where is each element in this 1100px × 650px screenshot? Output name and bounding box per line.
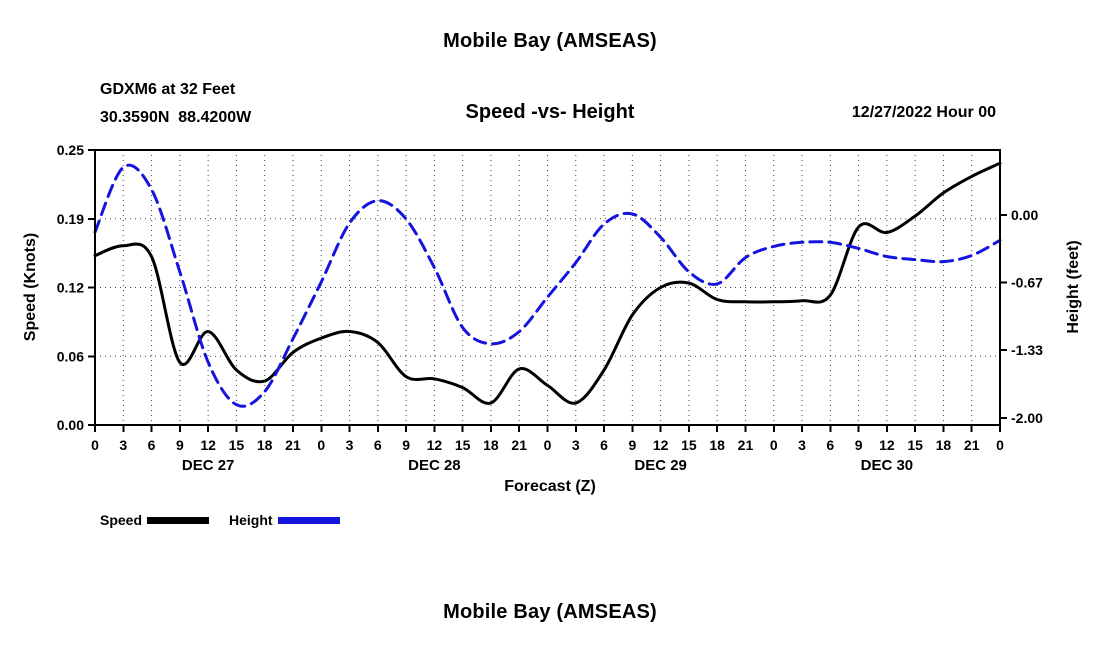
legend-speed-swatch bbox=[147, 516, 210, 524]
x-axis-tick-label: 18 bbox=[257, 437, 273, 453]
left-axis-tick-label: 0.12 bbox=[57, 280, 84, 296]
x-axis-day-label: DEC 28 bbox=[408, 457, 461, 474]
x-axis-tick-label: 0 bbox=[996, 437, 1004, 453]
x-axis-tick-label: 6 bbox=[374, 437, 382, 453]
x-axis-tick-label: 15 bbox=[229, 437, 245, 453]
x-axis-tick-label: 6 bbox=[600, 437, 608, 453]
x-axis-tick-label: 15 bbox=[681, 437, 697, 453]
legend: Speed Height bbox=[100, 512, 340, 528]
x-axis-tick-label: 0 bbox=[91, 437, 99, 453]
x-axis-tick-label: 9 bbox=[628, 437, 636, 453]
x-axis-tick-label: 0 bbox=[317, 437, 325, 453]
x-axis-tick-label: 21 bbox=[285, 437, 301, 453]
x-axis-tick-label: 12 bbox=[200, 437, 216, 453]
chart-title-bottom: Mobile Bay (AMSEAS) bbox=[443, 601, 657, 623]
x-axis-tick-label: 15 bbox=[455, 437, 471, 453]
speed-curve bbox=[93, 161, 1002, 405]
station-coordinates: 30.3590N 88.4200W bbox=[100, 109, 252, 126]
legend-speed-label: Speed bbox=[100, 512, 143, 528]
x-axis-tick-label: 9 bbox=[402, 437, 410, 453]
chart-title-top: Mobile Bay (AMSEAS) bbox=[443, 30, 657, 52]
x-axis-tick-label: 9 bbox=[855, 437, 863, 453]
x-axis-tick-label: 18 bbox=[936, 437, 952, 453]
left-axis-tick-label: 0.19 bbox=[57, 211, 84, 227]
x-axis-tick-label: 3 bbox=[119, 437, 127, 453]
station-info: GDXM6 at 32 Feet 30.3590N 88.4200W bbox=[100, 76, 251, 132]
legend-height-swatch bbox=[277, 516, 340, 524]
right-axis-tick-label: -2.00 bbox=[1011, 410, 1043, 426]
x-axis-tick-label: 6 bbox=[826, 437, 834, 453]
x-axis-tick-label: 12 bbox=[427, 437, 443, 453]
x-axis-tick-label: 9 bbox=[176, 437, 184, 453]
x-axis-title: Forecast (Z) bbox=[504, 478, 596, 495]
x-axis-tick-label: 18 bbox=[709, 437, 725, 453]
x-axis-tick-label: 0 bbox=[770, 437, 778, 453]
left-axis-tick-label: 0.00 bbox=[57, 417, 84, 433]
legend-height-label: Height bbox=[229, 512, 273, 528]
station-name: GDXM6 at 32 Feet bbox=[100, 81, 236, 98]
left-axis-tick-label: 0.25 bbox=[57, 142, 84, 158]
right-axis-tick-label: 0.00 bbox=[1011, 207, 1038, 223]
x-axis-tick-label: 0 bbox=[544, 437, 552, 453]
x-axis-tick-label: 21 bbox=[511, 437, 527, 453]
x-axis-tick-label: 15 bbox=[907, 437, 923, 453]
right-axis-tick-label: -0.67 bbox=[1011, 275, 1043, 291]
x-axis-tick-label: 21 bbox=[738, 437, 754, 453]
right-axis-tick-label: -1.33 bbox=[1011, 342, 1043, 358]
plot-subtitle: Speed -vs- Height bbox=[465, 101, 635, 123]
x-axis-tick-label: 6 bbox=[148, 437, 156, 453]
x-axis-tick-label: 12 bbox=[653, 437, 669, 453]
x-axis-tick-label: 3 bbox=[572, 437, 580, 453]
x-axis-day-label: DEC 30 bbox=[861, 457, 914, 474]
x-axis-tick-label: 12 bbox=[879, 437, 895, 453]
x-axis-tick-label: 18 bbox=[483, 437, 499, 453]
x-axis-day-label: DEC 27 bbox=[182, 457, 235, 474]
height-curve bbox=[93, 163, 1002, 408]
left-axis-tick-label: 0.06 bbox=[57, 348, 84, 364]
x-axis-day-label: DEC 29 bbox=[634, 457, 687, 474]
x-axis-tick-label: 21 bbox=[964, 437, 980, 453]
x-axis-tick-label: 3 bbox=[798, 437, 806, 453]
x-axis-tick-label: 3 bbox=[346, 437, 354, 453]
forecast-datetime: 12/27/2022 Hour 00 bbox=[851, 104, 996, 121]
